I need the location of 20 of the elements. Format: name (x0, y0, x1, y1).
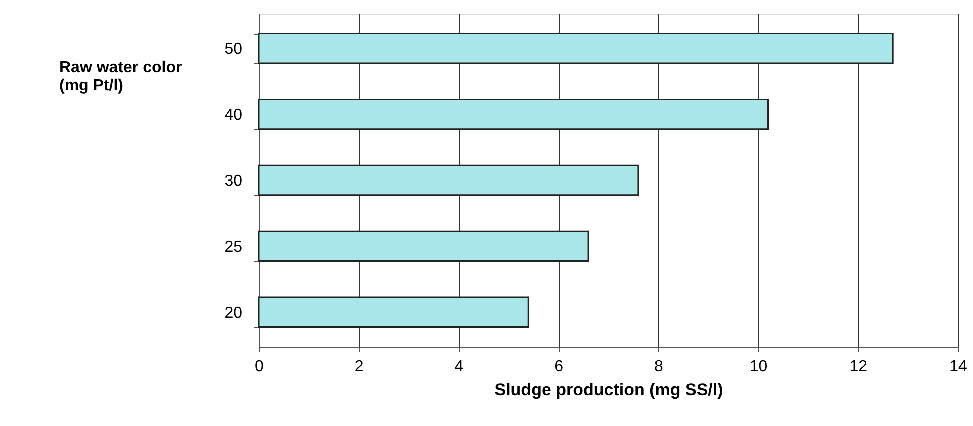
y-tick-label: 50 (224, 41, 243, 58)
y-tick-label: 30 (224, 173, 243, 190)
y-tick-label: 25 (224, 238, 243, 256)
x-tick-label: 8 (654, 358, 664, 376)
x-tick-label: 14 (950, 358, 968, 376)
bar (258, 230, 590, 262)
bar (258, 98, 770, 130)
y-tick-label: 40 (224, 107, 243, 124)
x-tick-label: 10 (750, 358, 768, 376)
x-tick-label: 12 (850, 358, 868, 376)
bar (258, 296, 530, 328)
x-tick-label: 2 (354, 358, 364, 376)
y-axis-title: Raw water color (mg Pt/l) (60, 60, 182, 94)
bar (258, 33, 894, 64)
x-tick-label: 4 (454, 358, 464, 376)
bar (258, 164, 640, 196)
x-tick-label: 6 (554, 358, 564, 376)
x-tick-label: 0 (255, 358, 264, 376)
y-tick-label: 20 (224, 304, 243, 322)
x-axis-title: Sludge production (mg SS/l) (494, 380, 724, 400)
